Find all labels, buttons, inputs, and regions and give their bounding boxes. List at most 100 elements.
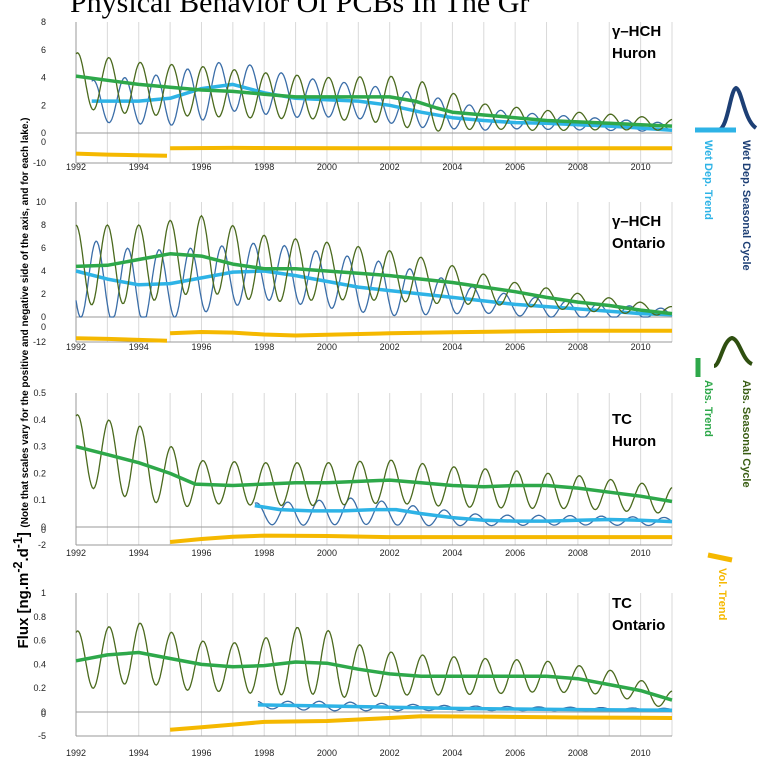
x-tick-label: 2010 (631, 748, 651, 758)
x-tick-label: 2000 (317, 548, 337, 558)
x-tick-label: 1992 (66, 548, 86, 558)
x-tick-label: 2002 (380, 342, 400, 352)
series-abs-trend (75, 650, 673, 702)
x-tick-label: 2006 (505, 548, 525, 558)
x-tick-label: 2002 (380, 748, 400, 758)
x-tick-label: 1998 (254, 548, 274, 558)
series-wet-seasonal (75, 240, 673, 318)
x-tick-label: 1994 (129, 748, 149, 758)
y-tick-label-negative: -10 (33, 158, 46, 168)
x-tick-label: 2004 (442, 342, 462, 352)
legend-wet-trend-label: Wet Dep. Trend (702, 140, 714, 220)
legend-abs-seasonal-label: Abs. Seasonal Cycle (740, 380, 752, 488)
x-tick-label: 2000 (317, 162, 337, 172)
x-tick-label: 1992 (66, 342, 86, 352)
x-tick-label: 2006 (505, 162, 525, 172)
chart-panel-2: 0 2 4 6 8 10 0 -12 1992 1994 1996 1998 2000 2002 2004 2… (33, 197, 673, 352)
y-tick-label-negative: -12 (33, 337, 46, 347)
y-tick-label-negative: 0 (41, 137, 46, 147)
x-tick-label: 2010 (631, 342, 651, 352)
x-tick-label: 1992 (66, 748, 86, 758)
x-tick-label: 2008 (568, 162, 588, 172)
y-tick-label: 8 (41, 17, 46, 27)
series-abs-seasonal (75, 52, 673, 132)
y-tick-label: 0.1 (33, 495, 46, 505)
series-wet-trend (254, 503, 673, 524)
x-tick-label: 1996 (191, 748, 211, 758)
x-tick-label: 2002 (380, 162, 400, 172)
x-tick-label: 2004 (442, 548, 462, 558)
chart-panel-1: 0 2 4 6 8 0 -10 1992 1994 1996 1998 2000 2002 2004 200… (33, 17, 673, 172)
x-tick-label: 2004 (442, 748, 462, 758)
panel-label-compound: γ–HCH (612, 23, 661, 40)
y-tick-label: 4 (41, 266, 46, 276)
series-abs-seasonal (75, 622, 673, 707)
series-vol-trend (75, 336, 168, 343)
y-tick-label-negative: -2 (38, 540, 46, 550)
legend-vol-trend-swatch (707, 552, 733, 563)
x-tick-label: 1998 (254, 162, 274, 172)
y-tick-label: 0.5 (33, 388, 46, 398)
panel-label-lake: Huron (612, 45, 656, 62)
x-tick-label: 2006 (505, 748, 525, 758)
x-tick-label: 1998 (254, 342, 274, 352)
y-tick-label-negative: 0 (41, 709, 46, 719)
series-wet-seasonal (254, 497, 672, 527)
x-tick-label: 1994 (129, 162, 149, 172)
y-tick-label: 0.8 (33, 612, 46, 622)
series-vol-trend-b (170, 328, 672, 338)
x-tick-label: 2002 (380, 548, 400, 558)
y-tick-label: 0 (41, 522, 46, 532)
x-tick-label: 2000 (317, 342, 337, 352)
y-tick-label: 0.4 (33, 659, 46, 669)
x-tick-label: 1996 (191, 548, 211, 558)
x-tick-label: 2006 (505, 342, 525, 352)
y-tick-label-negative: 0 (41, 322, 46, 332)
x-tick-label: 2010 (631, 162, 651, 172)
series-abs-trend (75, 74, 673, 128)
y-tick-label: 2 (41, 100, 46, 110)
y-tick-label: 0.2 (33, 683, 46, 693)
y-tick-label: 4 (41, 73, 46, 83)
panel-label-lake: Huron (612, 433, 656, 450)
series-abs-seasonal (75, 214, 672, 316)
y-tick-label: 0.3 (33, 442, 46, 452)
series-abs-seasonal (75, 413, 673, 514)
series-wet-trend (75, 269, 673, 317)
x-tick-label: 2004 (442, 162, 462, 172)
y-tick-label: 0.2 (33, 468, 46, 478)
x-tick-label: 1996 (191, 162, 211, 172)
panel-label-lake: Ontario (612, 235, 665, 252)
legend-abs-trend-label: Abs. Trend (702, 380, 714, 437)
x-tick-label: 1998 (254, 748, 274, 758)
series-wet-trend (257, 703, 673, 712)
x-tick-label: 2008 (568, 748, 588, 758)
y-tick-label: 8 (41, 220, 46, 230)
series-vol-trend (169, 533, 672, 544)
x-tick-label: 2008 (568, 342, 588, 352)
y-tick-label-negative: -5 (38, 731, 46, 741)
legend-wet-seasonal-label: Wet Dep. Seasonal Cycle (740, 140, 752, 271)
y-tick-label: 2 (41, 289, 46, 299)
y-tick-label: 0 (41, 312, 46, 322)
page-title: Physical Behavior Of PCBs In The Gr (70, 0, 530, 19)
y-tick-label-negative: 0 (41, 525, 46, 535)
panel-label-compound: TC (612, 595, 632, 612)
y-tick-label: 10 (36, 197, 46, 207)
legend-abs-seasonal-swatch (713, 335, 754, 368)
legend-wet-seasonal-swatch (717, 85, 758, 132)
series-abs-trend (75, 252, 673, 316)
series-vol-trend (169, 714, 673, 732)
panel-label-compound: γ–HCH (612, 213, 661, 230)
x-tick-label: 2008 (568, 548, 588, 558)
x-tick-label: 2000 (317, 748, 337, 758)
y-tick-label: 6 (41, 243, 46, 253)
legend-vol-trend-label: Vol. Trend (716, 568, 728, 621)
panel-label-lake: Ontario (612, 617, 665, 634)
x-tick-label: 1992 (66, 162, 86, 172)
x-tick-label: 1994 (129, 548, 149, 558)
series-vol-trend (75, 151, 168, 158)
